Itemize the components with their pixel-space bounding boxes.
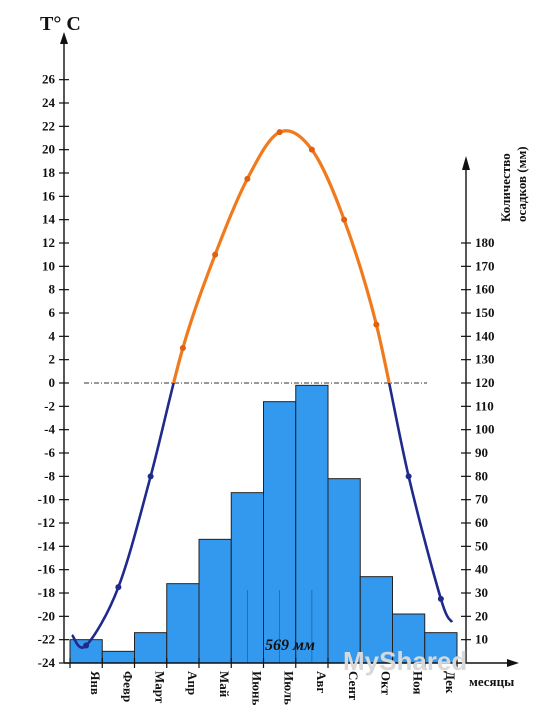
month-label-8: Авг (314, 671, 329, 693)
month-label-4: Апр (185, 671, 200, 695)
right-tick-label: 10 (475, 632, 488, 647)
right-tick-label: 130 (475, 352, 495, 367)
right-axis-title-line1: Количество (498, 153, 513, 222)
right-tick-label: 20 (475, 608, 488, 623)
x-axis: Янв Февр Март Апр Май Июнь Июль Авг Сент Окт Ноя Де… (64, 658, 519, 706)
x-axis-arrow (507, 659, 519, 667)
right-tick-label: 60 (475, 515, 488, 530)
precipitation-bars (69, 384, 458, 664)
right-axis-title-line2: осадков (мм) (514, 146, 529, 222)
left-tick-label: 16 (42, 188, 56, 203)
temperature-point-2 (115, 584, 122, 591)
precip-bar-2 (101, 650, 135, 664)
right-tick-label: 170 (475, 258, 495, 273)
right-tick-label: 30 (475, 585, 488, 600)
left-tick-label: -12 (38, 515, 55, 530)
temperature-point-12 (437, 595, 444, 602)
right-tick-label: 40 (475, 562, 488, 577)
precip-bar-11 (392, 613, 426, 664)
left-tick-label: 6 (49, 305, 56, 320)
left-axis-arrow (60, 32, 68, 44)
month-label-10: Окт (378, 671, 393, 696)
temperature-point-8 (308, 146, 315, 153)
left-tick-label: -16 (38, 562, 56, 577)
temperature-point-3 (147, 473, 154, 480)
temperature-point-10 (373, 321, 380, 328)
precip-bar-5 (198, 538, 232, 664)
left-tick-label: 2 (49, 352, 56, 367)
right-tick-label: 50 (475, 538, 488, 553)
right-tick-label: 90 (475, 445, 488, 460)
left-tick-label: 18 (42, 165, 56, 180)
left-tick-label: 10 (42, 258, 55, 273)
precip-bar-10 (359, 576, 393, 664)
temperature-point-1 (83, 642, 90, 649)
left-tick-label: -2 (44, 398, 55, 413)
right-tick-label: 70 (475, 492, 488, 507)
precip-bar-12 (424, 632, 458, 664)
left-tick-label: -20 (38, 608, 55, 623)
left-tick-label: -8 (44, 468, 55, 483)
right-axis-arrow (462, 156, 470, 170)
right-tick-label: 100 (475, 422, 495, 437)
left-tick-label: -10 (38, 492, 55, 507)
precip-bar-9 (327, 478, 361, 664)
month-label-6: Июнь (249, 671, 264, 706)
temperature-line-positive (171, 129, 391, 383)
left-tick-label: -6 (44, 445, 55, 460)
right-tick-label: 140 (475, 328, 495, 343)
right-tick-label: 110 (475, 398, 494, 413)
month-label-7: Июль (282, 671, 297, 705)
right-tick-label: 150 (475, 305, 495, 320)
left-tick-label: -18 (38, 585, 56, 600)
watermark: MyShared (343, 646, 467, 676)
precipitation-total-annotation: 569 мм (265, 637, 315, 654)
month-label-9: Сент (346, 671, 361, 701)
month-label-11: Ноя (411, 671, 426, 694)
left-axis: 26242220181614121086420-2-4-6-8-10-12-14… (38, 32, 69, 670)
left-tick-label: 24 (42, 95, 56, 110)
left-tick-label: -24 (38, 655, 56, 670)
left-tick-label: 0 (49, 375, 56, 390)
temperature-point-11 (405, 473, 412, 480)
left-tick-label: 20 (42, 142, 55, 157)
month-label-12: Дек (443, 671, 458, 694)
month-label-5: Май (217, 671, 232, 698)
left-tick-label: 12 (42, 235, 55, 250)
temperature-point-6 (244, 175, 251, 182)
left-tick-label: -4 (44, 422, 55, 437)
left-tick-label: -14 (38, 538, 56, 553)
temperature-point-5 (212, 251, 219, 258)
x-axis-title: месяцы (469, 674, 514, 689)
left-tick-label: -22 (38, 632, 55, 647)
month-label-1: Янв (88, 671, 103, 695)
right-tick-label: 160 (475, 282, 495, 297)
left-tick-label: 4 (49, 328, 56, 343)
month-label-3: Март (153, 671, 168, 704)
left-tick-label: 22 (42, 118, 55, 133)
right-tick-label: 120 (475, 375, 495, 390)
temperature-point-9 (341, 216, 348, 223)
right-axis: 180 170 160 150 140 130 120 110 100 90 80 70 60 50 40 3… (461, 156, 495, 663)
precip-bar-3 (134, 632, 168, 664)
right-tick-label: 80 (475, 468, 488, 483)
precip-bar-4 (166, 583, 200, 664)
left-tick-label: 8 (49, 282, 56, 297)
temperature-point-7 (276, 129, 283, 136)
temperature-curve (70, 129, 454, 649)
right-tick-label: 180 (475, 235, 495, 250)
left-axis-title: T° C (40, 13, 81, 35)
left-tick-label: 26 (42, 72, 56, 87)
left-tick-label: 14 (42, 212, 56, 227)
temperature-line-negative (70, 383, 454, 649)
month-label-2: Февр (120, 671, 135, 702)
temperature-point-4 (179, 345, 186, 351)
